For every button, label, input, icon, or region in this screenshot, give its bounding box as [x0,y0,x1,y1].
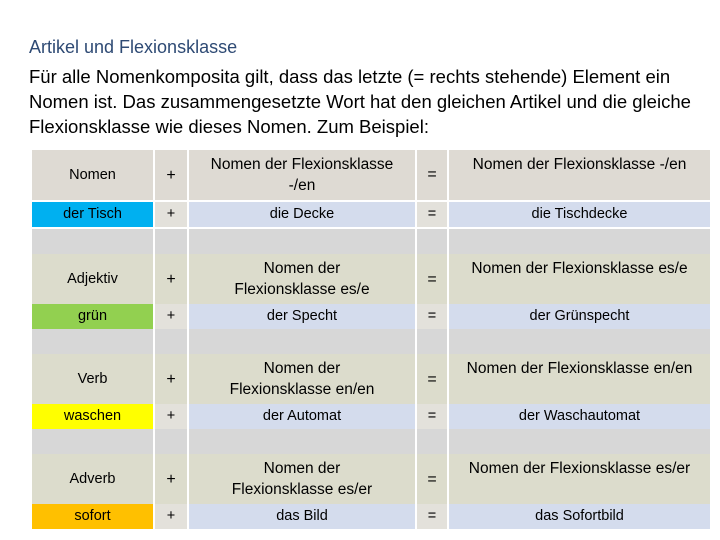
plus-sign: + [155,202,187,227]
category-cell: Adverb [32,454,153,504]
plus-sign: + [155,504,187,529]
example-second-cell: die Decke [189,202,415,227]
class-label-cell: Nomen der Flexionsklasse -/en [189,150,415,200]
example-first-cell: grün [32,304,153,329]
example-second-cell: der Specht [189,304,415,329]
plus-sign: + [155,404,187,429]
example-result-cell: das Sofortbild [449,504,710,529]
example-row-nomen: der Tisch + die Decke = die Tischdecke [32,202,710,227]
example-first-cell: sofort [32,504,153,529]
intro-paragraph: Für alle Nomenkomposita gilt, dass das l… [29,66,691,137]
result-class-cell: Nomen der Flexionsklasse es/e [449,254,710,304]
equals-sign: = [417,254,447,304]
equals-sign: = [417,504,447,529]
plus-sign: + [155,454,187,504]
plus-sign: + [155,150,187,200]
equals-sign: = [417,354,447,404]
equals-sign: = [417,304,447,329]
class-label-cell: Nomen der Flexionsklasse en/en [189,354,415,404]
example-result-cell: der Grünspecht [449,304,710,329]
result-class-cell: Nomen der Flexionsklasse -/en [449,150,710,200]
category-cell: Adjektiv [32,254,153,304]
example-second-cell: der Automat [189,404,415,429]
header-row-adverb: Adverb + Nomen der Flexionsklasse es/er … [32,454,710,504]
class-label-cell: Nomen der Flexionsklasse es/e [189,254,415,304]
example-row-verb: waschen + der Automat = der Waschautomat [32,404,710,429]
example-row-adverb: sofort + das Bild = das Sofortbild [32,504,710,529]
example-row-adjektiv: grün + der Specht = der Grünspecht [32,304,710,329]
example-result-cell: die Tischdecke [449,202,710,227]
plus-sign: + [155,354,187,404]
plus-sign: + [155,304,187,329]
equals-sign: = [417,454,447,504]
header-row-adjektiv: Adjektiv + Nomen der Flexionsklasse es/e… [32,254,710,304]
example-second-cell: das Bild [189,504,415,529]
equals-sign: = [417,202,447,227]
class-label-cell: Nomen der Flexionsklasse es/er [189,454,415,504]
header-row-verb: Verb + Nomen der Flexionsklasse en/en = … [32,354,710,404]
equals-sign: = [417,404,447,429]
example-first-cell: der Tisch [32,202,153,227]
example-result-cell: der Waschautomat [449,404,710,429]
separator-row [32,429,710,454]
equals-sign: = [417,150,447,200]
category-cell: Nomen [32,150,153,200]
composition-table: Nomen + Nomen der Flexionsklasse -/en = … [32,150,710,529]
result-class-cell: Nomen der Flexionsklasse es/er [449,454,710,504]
header-row-nomen: Nomen + Nomen der Flexionsklasse -/en = … [32,150,710,200]
separator-row [32,229,710,254]
result-class-cell: Nomen der Flexionsklasse en/en [449,354,710,404]
category-cell: Verb [32,354,153,404]
page-title: Artikel und Flexionsklasse [29,37,238,57]
separator-row [32,329,710,354]
plus-sign: + [155,254,187,304]
example-first-cell: waschen [32,404,153,429]
